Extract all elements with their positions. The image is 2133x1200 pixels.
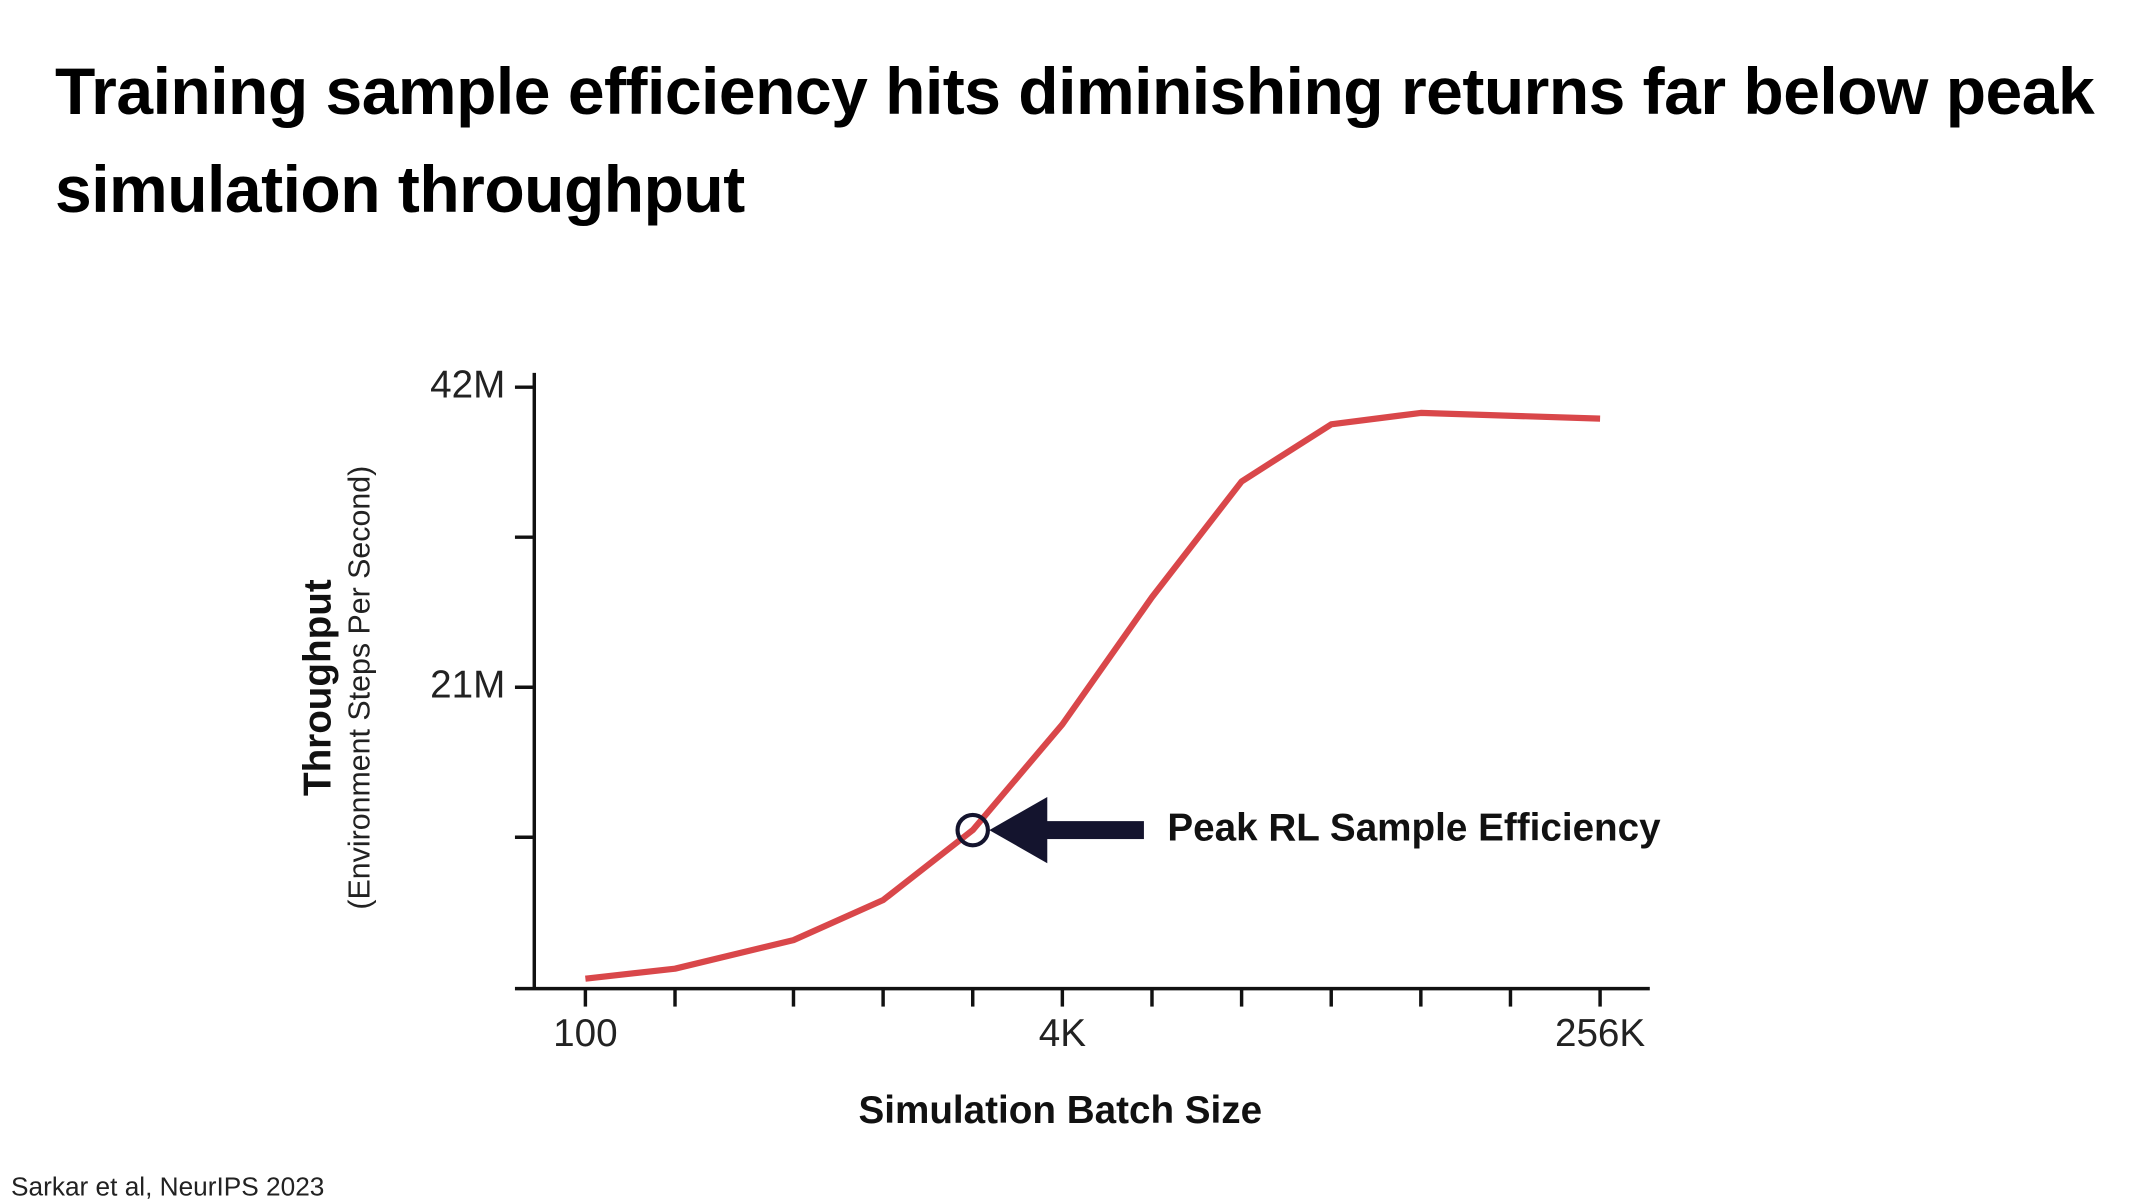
annotation-text: Peak RL Sample Efficiency [1167,806,1661,849]
y-axis-label: Throughput [296,579,339,796]
arrow-head [989,796,1048,864]
y-tick-label: 42M [430,363,505,406]
y-tick-label: 21M [430,663,505,706]
arrow-shaft [1041,821,1144,840]
annotation-marker [955,812,990,848]
x-tick-label: 256K [1555,1012,1645,1055]
chart-title: Training sample efficiency hits diminish… [55,54,2095,226]
x-axis-label: Simulation Batch Size [858,1089,1262,1132]
source: Sarkar et al, NeurIPS 2023 [11,1172,324,1200]
x-tick-label: 100 [553,1012,617,1055]
annotation-arrow [989,796,1144,864]
data-line [585,409,1601,982]
x-tick-label: 4K [1039,1012,1086,1055]
y-axis-sublabel: (Environment Steps Per Second) [344,466,377,910]
